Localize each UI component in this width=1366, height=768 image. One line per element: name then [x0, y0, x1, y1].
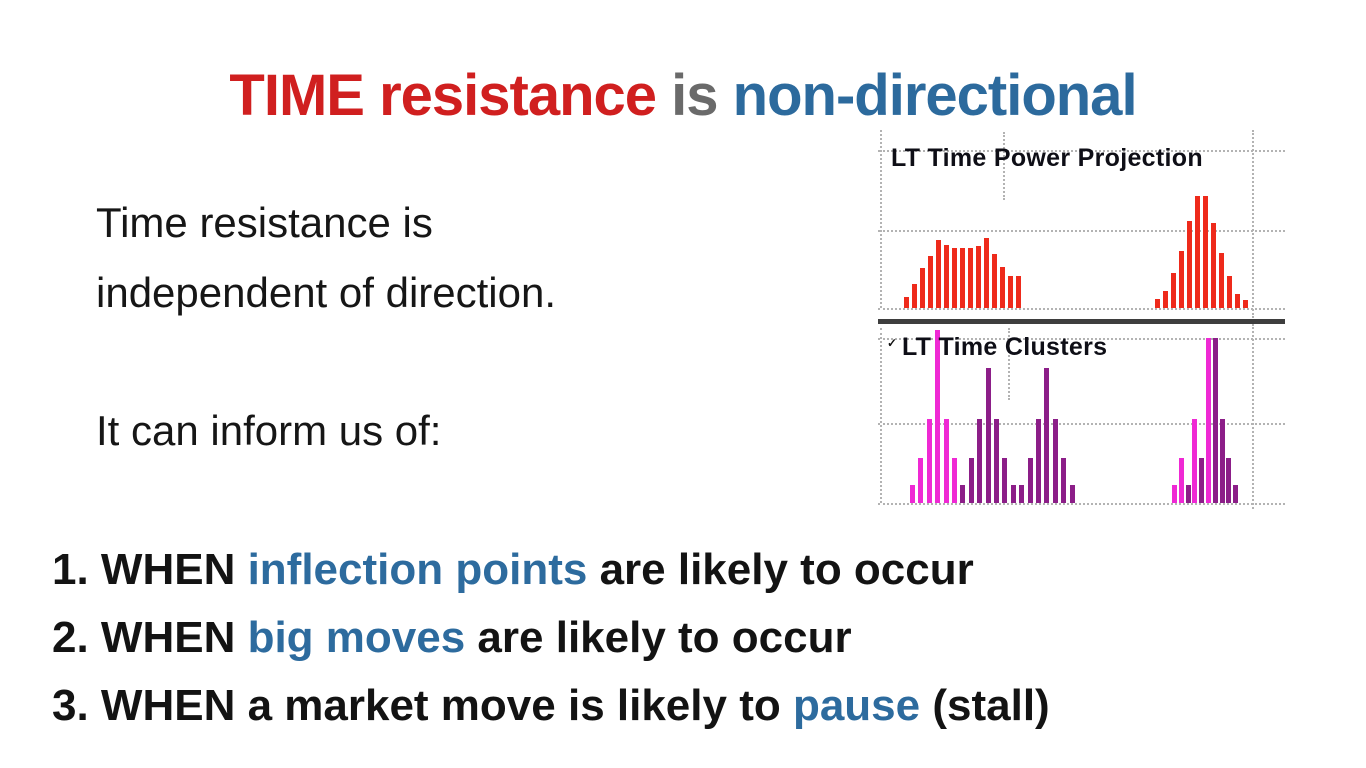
- chart-bar: [1172, 485, 1177, 503]
- chart-bar: [1226, 458, 1232, 503]
- body-line: It can inform us of:: [96, 407, 442, 454]
- chart-title-power-projection: LT Time Power Projection: [891, 144, 1203, 172]
- chart-bar: [944, 245, 949, 308]
- chart-bar: [1179, 251, 1184, 308]
- gridline-vertical: [880, 130, 882, 308]
- chart-title-time-clusters: LT Time Clusters: [902, 333, 1108, 361]
- chart-bar: [1155, 299, 1160, 308]
- chart-bar: [1163, 291, 1168, 308]
- chart-bar: [976, 246, 981, 308]
- tick-marker-icon: ✓: [887, 336, 898, 350]
- chart-bar: [1171, 273, 1176, 308]
- body-line: independent of direction.: [96, 269, 557, 316]
- chart-bar: [1212, 338, 1218, 503]
- chart-bar: [935, 330, 941, 503]
- list-segment: pause: [792, 681, 921, 730]
- chart-bar: [968, 248, 973, 308]
- chart-bar: [943, 419, 949, 503]
- chart-bar: [994, 419, 999, 503]
- slide-title: TIME resistance is non-directional: [0, 63, 1366, 130]
- list-segment: 1. WHEN: [52, 545, 248, 594]
- chart-bar: [1203, 196, 1208, 308]
- gridline-horizontal: [878, 150, 1285, 152]
- gridline-horizontal: [878, 338, 1285, 340]
- chart-bar: [1219, 253, 1224, 308]
- chart-bar: [1195, 196, 1200, 308]
- chart-bar: [1235, 294, 1240, 308]
- chart-bar: [984, 238, 989, 308]
- chart-bar: [1185, 485, 1191, 503]
- chart-bar: [1243, 300, 1248, 308]
- gridline-horizontal: [878, 423, 1285, 425]
- chart-bar: [1052, 419, 1058, 503]
- chart-bar: [1010, 485, 1016, 503]
- chart-bar: [960, 485, 966, 503]
- title-segment: is: [671, 62, 733, 128]
- chart-bar: [1178, 458, 1184, 503]
- chart-bar: [928, 256, 933, 308]
- chart-bar: [1036, 419, 1041, 503]
- chart-bar: [960, 248, 965, 308]
- chart-bar: [1019, 485, 1025, 503]
- chart-bar: [1199, 458, 1205, 503]
- chart-bar: [985, 368, 991, 503]
- body-line: Time resistance is: [96, 199, 433, 246]
- chart-bar: [910, 485, 915, 503]
- list-item: 2. WHEN big moves are likely to occur: [52, 604, 1050, 672]
- chart-bar: [1016, 276, 1021, 308]
- gridline-vertical: [1003, 132, 1005, 200]
- gridline-horizontal: [878, 308, 1285, 310]
- chart-bar: [936, 240, 941, 308]
- gridline-horizontal: [878, 503, 1285, 505]
- list-segment: 2. WHEN: [52, 613, 248, 662]
- chart-bar: [1069, 485, 1075, 503]
- chart-bar: [1000, 267, 1005, 308]
- chart-bar: [920, 268, 925, 308]
- chart-bar: [1002, 458, 1008, 503]
- list-segment: 3. WHEN a market move is likely to: [52, 681, 793, 730]
- chart-bar: [1044, 368, 1050, 503]
- gridline-vertical: [1252, 324, 1254, 509]
- chart-bar: [968, 458, 974, 503]
- gridline-vertical: [1008, 328, 1010, 400]
- title-segment: TIME resistance: [229, 62, 672, 128]
- chart-bar: [952, 458, 957, 503]
- chart-bar: [926, 419, 932, 503]
- gridline-vertical: [1252, 130, 1254, 318]
- numbered-list: 1. WHEN inflection points are likely to …: [52, 536, 1050, 740]
- chart-bar: [1233, 485, 1239, 503]
- list-item: 3. WHEN a market move is likely to pause…: [52, 672, 1050, 740]
- chart-bar: [1192, 419, 1198, 503]
- chart-bar: [1027, 458, 1033, 503]
- chart-bar: [1008, 276, 1013, 308]
- chart-panel: LT Time Power Projection ✓ LT Time Clust…: [878, 130, 1285, 511]
- chart-bar: [1211, 223, 1216, 308]
- list-segment: are likely to occur: [465, 613, 852, 662]
- title-segment: non-directional: [732, 62, 1138, 128]
- list-segment: (stall): [920, 681, 1050, 730]
- body-paragraph: It can inform us of:: [96, 396, 441, 466]
- chart-bar: [952, 248, 957, 308]
- chart-bar: [918, 458, 924, 503]
- chart-bar: [977, 419, 983, 503]
- body-paragraph: Time resistance is independent of direct…: [96, 188, 556, 328]
- list-segment: are likely to occur: [587, 545, 974, 594]
- chart-bar: [1187, 221, 1192, 308]
- chart-bar: [1219, 419, 1225, 503]
- chart-bar: [1227, 276, 1232, 308]
- gridline-vertical: [880, 328, 882, 503]
- list-item: 1. WHEN inflection points are likely to …: [52, 536, 1050, 604]
- gridline-horizontal: [878, 230, 1285, 232]
- chart-separator: [878, 319, 1285, 324]
- list-segment: big moves: [247, 613, 466, 662]
- chart-bar: [912, 284, 917, 308]
- list-segment: inflection points: [247, 545, 588, 594]
- chart-bar: [904, 297, 909, 308]
- chart-bar: [1206, 338, 1211, 503]
- chart-bar: [1061, 458, 1067, 503]
- chart-bar: [992, 254, 997, 308]
